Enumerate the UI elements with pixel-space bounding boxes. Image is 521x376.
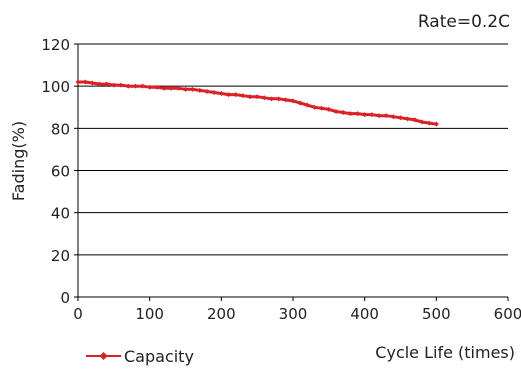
data-point <box>283 97 289 103</box>
data-point <box>297 100 303 106</box>
series-line-capacity <box>76 80 438 126</box>
y-tick-label: 60 <box>51 163 70 181</box>
data-point <box>132 83 138 89</box>
x-tick-label: 100 <box>135 305 164 323</box>
data-point <box>247 94 253 100</box>
data-point <box>355 111 360 117</box>
data-point <box>104 81 110 87</box>
data-point <box>183 86 188 92</box>
legend-label: Capacity <box>124 347 194 366</box>
y-tick-label: 80 <box>51 120 70 138</box>
y-tick-label: 100 <box>41 78 70 96</box>
y-tick-label: 20 <box>51 247 70 265</box>
data-point <box>118 82 124 88</box>
data-point <box>204 88 210 94</box>
legend-marker <box>99 352 108 360</box>
x-tick-label: 400 <box>350 305 379 323</box>
data-point <box>340 110 346 116</box>
data-point <box>168 85 174 91</box>
data-point <box>398 115 403 121</box>
data-point <box>326 106 332 112</box>
data-point <box>276 96 282 102</box>
data-point <box>218 91 224 97</box>
x-tick-label: 500 <box>422 305 451 323</box>
x-tick-label: 200 <box>207 305 236 323</box>
data-point <box>376 113 382 119</box>
legend: Capacity <box>86 347 194 366</box>
data-point <box>89 80 95 86</box>
x-tick-label: 0 <box>73 305 83 323</box>
data-point <box>154 84 160 90</box>
data-point <box>290 98 296 104</box>
data-point <box>97 81 102 87</box>
data-point <box>82 79 88 85</box>
y-tick-label: 120 <box>41 36 70 54</box>
data-point <box>161 85 167 91</box>
data-point <box>412 117 418 123</box>
data-point <box>383 113 389 119</box>
data-point <box>426 120 432 126</box>
x-axis-label: Cycle Life (times) <box>375 343 515 362</box>
data-point <box>347 111 353 117</box>
data-point <box>261 95 267 101</box>
grid-layer <box>78 43 508 256</box>
data-point <box>319 105 325 111</box>
y-tick-label: 0 <box>60 289 70 307</box>
data-point <box>190 86 196 92</box>
data-point <box>75 79 81 85</box>
data-point <box>433 121 439 127</box>
data-point <box>254 94 260 100</box>
ticks-layer: 0 20 40 60 80 100 120 0 100 200 300 400 500 600 <box>41 36 521 323</box>
x-tick-label: 600 <box>494 305 521 323</box>
y-axis-label: Fading(%) <box>9 121 28 201</box>
rate-annotation: Rate=0.2C <box>418 12 510 32</box>
data-point <box>125 83 131 89</box>
data-point <box>362 112 368 118</box>
x-tick-label: 300 <box>279 305 308 323</box>
data-point <box>304 102 310 108</box>
data-point <box>233 92 239 98</box>
data-point <box>175 85 181 91</box>
data-point <box>197 87 203 93</box>
data-point <box>147 84 153 90</box>
data-point <box>312 104 317 110</box>
data-point <box>405 116 411 122</box>
data-point <box>226 92 231 98</box>
data-point <box>369 112 375 118</box>
data-point <box>269 96 274 102</box>
series-layer <box>75 79 439 127</box>
data-point <box>240 93 246 99</box>
y-tick-label: 40 <box>51 205 70 223</box>
data-point <box>390 114 396 120</box>
data-point <box>111 82 117 88</box>
data-point <box>140 83 145 89</box>
data-point <box>333 108 339 114</box>
data-point <box>419 119 425 125</box>
data-point <box>211 89 217 95</box>
